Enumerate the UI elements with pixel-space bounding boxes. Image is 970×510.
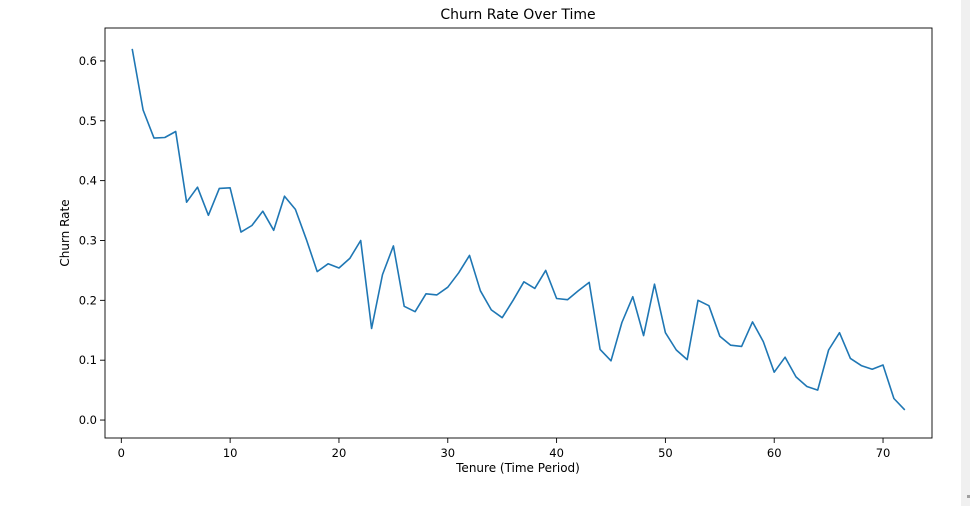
y-tick-label: 0.3 [79, 233, 97, 247]
x-tick-label: 20 [332, 446, 347, 460]
x-tick-label: 10 [223, 446, 238, 460]
y-tick-label: 0.1 [79, 353, 97, 367]
x-tick-label: 0 [118, 446, 125, 460]
x-axis-label: Tenure (Time Period) [455, 461, 580, 475]
plot-area-frame [104, 27, 933, 439]
y-axis-ticks: 0.0 0.1 0.2 0.3 0.4 0.5 0.6 [79, 54, 105, 427]
y-tick-label: 0.0 [79, 413, 97, 427]
y-axis-label: Churn Rate [58, 199, 72, 266]
x-axis-ticks: 0 10 20 30 40 50 60 70 [118, 438, 891, 460]
scrollbar[interactable] [961, 0, 970, 506]
churn-rate-line [131, 48, 906, 411]
x-tick-label: 50 [658, 446, 673, 460]
x-tick-label: 60 [767, 446, 782, 460]
y-tick-label: 0.5 [79, 114, 97, 128]
x-tick-label: 30 [440, 446, 455, 460]
x-tick-label: 70 [876, 446, 891, 460]
y-tick-label: 0.6 [79, 54, 97, 68]
x-tick-label: 40 [549, 446, 564, 460]
chart-title: Churn Rate Over Time [440, 7, 595, 23]
scrollbar-end-mark [967, 495, 970, 498]
y-tick-label: 0.2 [79, 293, 97, 307]
y-tick-label: 0.4 [79, 174, 97, 188]
